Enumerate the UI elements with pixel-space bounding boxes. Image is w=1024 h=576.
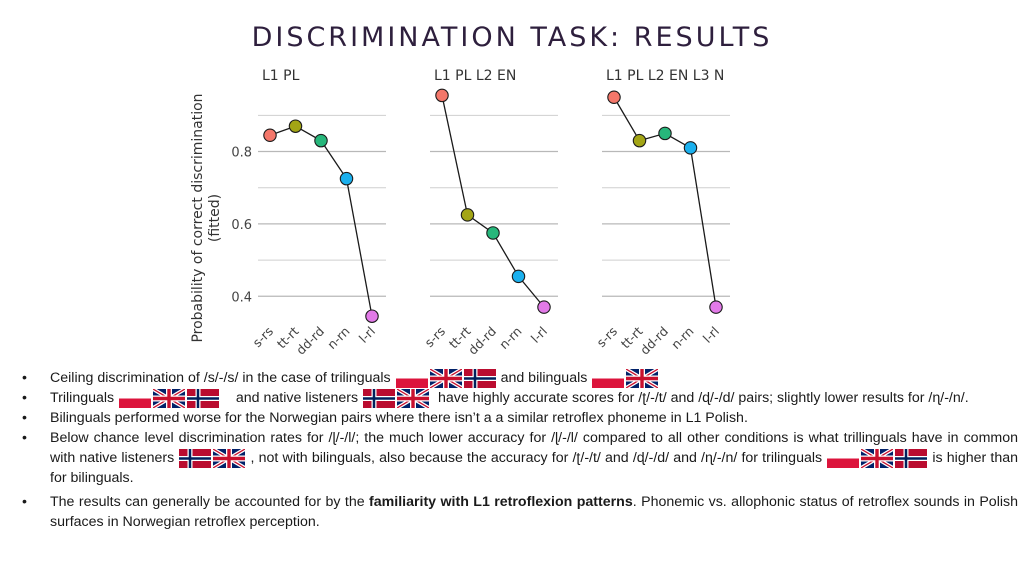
norway-flag-icon [363, 388, 396, 408]
data-point [314, 133, 328, 148]
data-point [709, 300, 723, 314]
data-point [683, 141, 698, 155]
poland-flag-icon [395, 368, 428, 388]
norway-flag-icon [895, 448, 928, 468]
bullet-item: Trilinguals and native listeners have hi… [22, 388, 1018, 408]
data-point [263, 128, 277, 142]
x-tick-label: s-rs [249, 324, 276, 351]
x-tick-label: n-rn [324, 324, 352, 352]
data-point [339, 171, 354, 186]
x-tick-label: l-rl [356, 324, 378, 346]
x-tick-label: dd-rd [293, 324, 327, 358]
x-tick-label: s-rs [593, 324, 620, 351]
uk-flag-icon [153, 388, 186, 408]
data-point [460, 208, 475, 222]
y-axis-title: Probability of correct discrimination(fi… [190, 93, 223, 342]
y-tick-label: 0.8 [231, 146, 252, 161]
faceted-line-chart: Probability of correct discrimination(fi… [190, 68, 730, 358]
x-tick-label: dd-rd [465, 324, 499, 358]
poland-flag-icon [592, 368, 625, 388]
y-tick-label: 0.4 [231, 290, 252, 305]
data-point [658, 126, 672, 141]
x-tick-label: l-rl [528, 324, 550, 346]
y-axis-title-line: Probability of correct discrimination [190, 93, 206, 342]
series-line [269, 125, 373, 317]
data-point [435, 88, 449, 103]
uk-flag-icon [429, 368, 462, 388]
bullet-item: Ceiling discrimination of /s/-/s/ in the… [22, 368, 1018, 388]
y-axis-title-line: (fitted) [207, 194, 223, 242]
norway-flag-icon [179, 448, 212, 468]
panel-title: L1 PL L2 EN [434, 68, 516, 84]
bullet-item: Below chance level discrimination rates … [22, 428, 1018, 488]
data-point [632, 133, 647, 148]
x-tick-label: dd-rd [637, 324, 671, 358]
data-point [486, 226, 500, 240]
bullet-item: The results can generally be accounted f… [22, 492, 1018, 532]
x-tick-label: s-rs [421, 324, 448, 351]
x-tick-label: n-rn [496, 324, 524, 352]
uk-flag-icon [213, 448, 246, 468]
panel-title: L1 PL L2 EN L3 N [606, 68, 724, 84]
data-point [288, 119, 303, 133]
panel-title: L1 PL [262, 68, 300, 84]
series-line [441, 95, 545, 308]
bullet-item: Bilinguals performed worse for the Norwe… [22, 408, 1018, 428]
poland-flag-icon [827, 448, 860, 468]
y-tick-label: 0.6 [231, 218, 252, 233]
data-point [511, 269, 526, 284]
data-point [365, 309, 379, 323]
findings-list: Ceiling discrimination of /s/-/s/ in the… [22, 368, 1018, 532]
page-title: DISCRIMINATION TASK: RESULTS [251, 22, 773, 53]
uk-flag-icon [397, 388, 430, 408]
x-tick-label: l-rl [700, 324, 722, 346]
data-point [537, 300, 551, 314]
poland-flag-icon [119, 388, 152, 408]
uk-flag-icon [861, 448, 894, 468]
data-point [607, 90, 621, 104]
uk-flag-icon [626, 368, 659, 388]
norway-flag-icon [463, 368, 496, 388]
x-tick-label: n-rn [668, 324, 696, 352]
norway-flag-icon [187, 388, 220, 408]
